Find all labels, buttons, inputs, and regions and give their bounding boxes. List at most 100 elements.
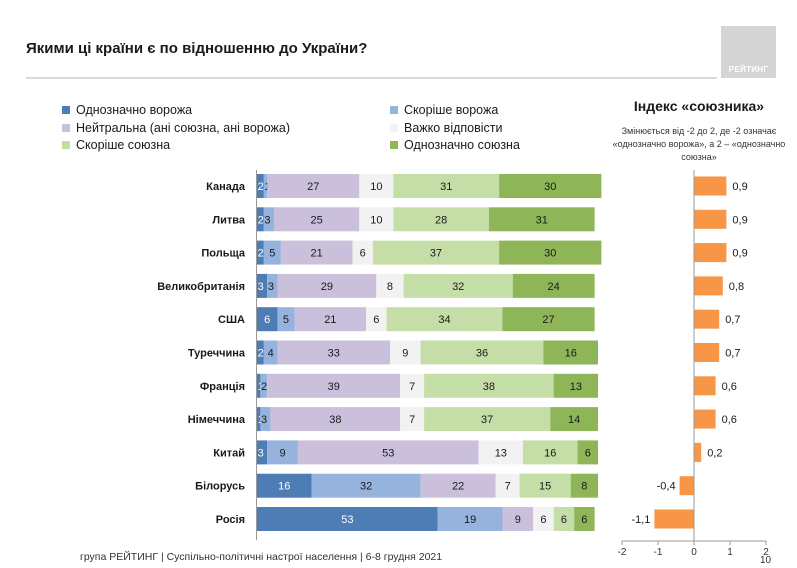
index-value-label: 0,6: [722, 381, 737, 393]
legend-swatch: [390, 124, 398, 132]
stacked-bar-segment: [478, 440, 523, 465]
index-value-label: -0,4: [657, 481, 676, 493]
data-label: 37: [481, 414, 493, 426]
stacked-bar-segment: [574, 507, 595, 531]
stacked-bar-segment: [359, 207, 394, 232]
stacked-bar-segment: [257, 240, 264, 265]
stacked-bar-segment: [257, 473, 312, 498]
data-label: 6: [561, 514, 567, 526]
data-label: 5: [269, 248, 275, 260]
stacked-bar-segment: [277, 273, 377, 298]
data-label: 10: [370, 181, 382, 193]
stacked-bar-segment: [263, 340, 278, 365]
stacked-bar-segment: [424, 373, 554, 398]
data-label: 3: [261, 414, 267, 426]
stacked-bar-segment: [386, 307, 503, 332]
index-subtitle: Змінюється від -2 до 2, де -2 означає «о…: [612, 126, 786, 162]
category-label: Польща: [201, 248, 246, 260]
data-label: 25: [311, 214, 323, 226]
data-label: 53: [341, 514, 353, 526]
data-label: 21: [324, 314, 336, 326]
stacked-bar-segment: [550, 407, 598, 432]
stacked-bar-segment: [533, 507, 554, 531]
stacked-bar-segment: [393, 174, 500, 198]
index-bar: [694, 309, 720, 329]
data-label: 29: [321, 281, 333, 293]
legend-item-definitely-allied: Однозначно союзна: [390, 138, 520, 152]
index-x-tick-label: 2: [763, 547, 769, 558]
data-label: 39: [328, 381, 340, 393]
stacked-bar-segment: [263, 240, 281, 265]
index-value-label: 0,8: [729, 281, 744, 293]
data-label: 16: [278, 481, 290, 493]
data-label: 38: [483, 381, 495, 393]
stacked-bar-segment: [352, 240, 373, 265]
data-label: 27: [542, 314, 554, 326]
stacked-bar-segment: [257, 440, 268, 465]
rating-logo: РЕЙТИНГ: [721, 26, 776, 78]
legend-item-definitely-hostile: Однозначно ворожа: [62, 103, 192, 117]
data-label: 53: [382, 447, 394, 459]
data-label: 31: [440, 181, 452, 193]
stacked-bar-segment: [277, 307, 295, 332]
index-value-label: 0,9: [732, 248, 747, 260]
data-label: 3: [258, 281, 264, 293]
stacked-bar-segment: [267, 373, 401, 398]
stacked-bar-segment: [502, 507, 534, 531]
data-label: 16: [544, 447, 556, 459]
stacked-bar-segment: [389, 340, 421, 365]
category-label: Китай: [213, 447, 245, 459]
stacked-bar-segment: [400, 407, 425, 432]
data-label: 8: [581, 481, 587, 493]
index-bar: [694, 209, 727, 229]
index-bar: [694, 176, 727, 196]
stacked-bar-segment: [403, 273, 513, 298]
stacked-bar-segment: [553, 373, 598, 398]
legend-label: Важко відповісти: [404, 121, 503, 135]
data-label: 6: [540, 514, 546, 526]
index-bar: [694, 376, 716, 396]
stacked-bar-segment: [512, 273, 595, 298]
data-label: 34: [438, 314, 450, 326]
index-bar: [694, 243, 727, 263]
stacked-bar-segment: [267, 273, 278, 298]
stacked-bar-segment: [311, 473, 421, 498]
stacked-bar-segment: [257, 507, 438, 531]
data-label: 5: [283, 314, 289, 326]
index-value-label: 0,7: [725, 314, 740, 326]
stacked-bar-segment: [499, 174, 602, 198]
legend-label: Однозначно ворожа: [76, 103, 193, 117]
stacked-bar-segment: [499, 240, 602, 265]
data-label: 9: [402, 348, 408, 360]
data-label: 7: [505, 481, 511, 493]
stacked-bar-segment: [570, 473, 598, 498]
data-label: 24: [548, 281, 560, 293]
category-label: Білорусь: [195, 481, 245, 493]
logo-text: РЕЙТИНГ: [728, 65, 769, 74]
data-label: 6: [360, 248, 366, 260]
data-label: 6: [585, 447, 591, 459]
stacked-bar-segment: [257, 307, 278, 332]
data-label: 7: [409, 414, 415, 426]
legend-label: Однозначно союзна: [404, 138, 520, 152]
page-title: Якими ці країни є по відношенню до Украї…: [26, 40, 368, 57]
data-label: 30: [544, 181, 556, 193]
data-label: 13: [570, 381, 582, 393]
stacked-bar-segment: [522, 440, 578, 465]
data-label: 36: [476, 348, 488, 360]
index-x-tick-label: 0: [691, 547, 697, 558]
stacked-bar-segment: [257, 273, 268, 298]
legend-swatch: [62, 141, 70, 149]
data-label: 22: [452, 481, 464, 493]
index-x-tick-label: -1: [654, 547, 663, 558]
data-label: 30: [544, 248, 556, 260]
stacked-bar-segment: [424, 407, 551, 432]
index-bar: [679, 476, 694, 496]
data-label: 32: [360, 481, 372, 493]
index-title: Індекс «союзника»: [633, 98, 765, 114]
category-label: Великобританія: [157, 281, 245, 293]
legend-item-neutral: Нейтральна (ані союзна, ані ворожа): [62, 121, 290, 135]
data-label: 13: [495, 447, 507, 459]
stacked-bar-segment: [400, 373, 425, 398]
